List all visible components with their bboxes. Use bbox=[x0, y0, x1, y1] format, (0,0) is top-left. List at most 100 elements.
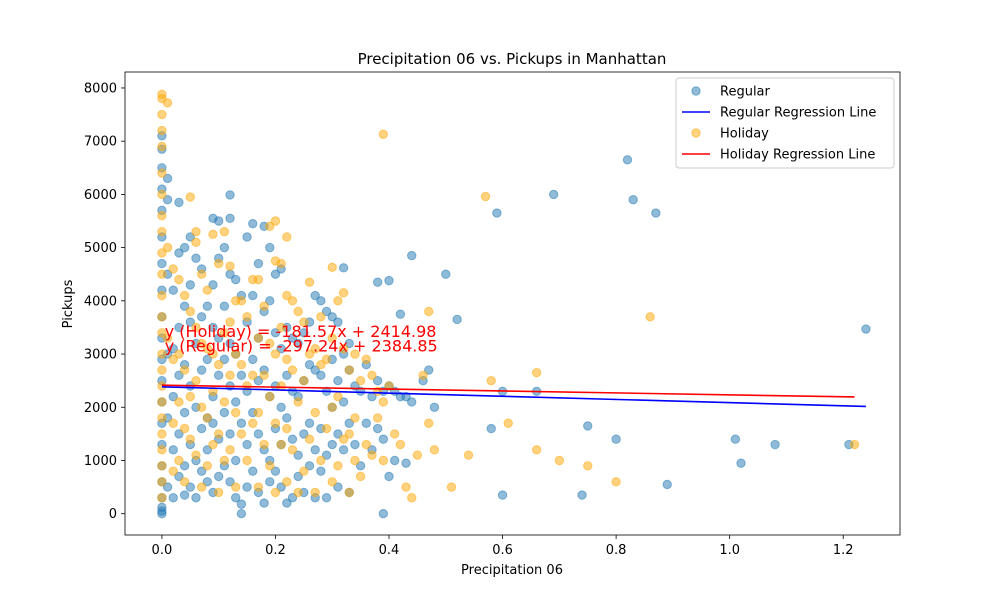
holiday-point-127 bbox=[316, 455, 326, 466]
regular-point-36 bbox=[174, 429, 184, 439]
holiday-point-46 bbox=[191, 375, 201, 386]
regular-point-203 bbox=[401, 391, 411, 402]
holiday-point-163 bbox=[418, 370, 428, 381]
regular-point-142 bbox=[293, 338, 303, 349]
regular-point-198 bbox=[384, 471, 394, 482]
regular-point-148 bbox=[299, 429, 309, 439]
x-tick-label: 1.0 bbox=[719, 543, 740, 558]
regular-point-22 bbox=[162, 195, 173, 205]
regular-point-226 bbox=[736, 458, 746, 468]
holiday-point-114 bbox=[293, 397, 303, 407]
y-axis: 0 1000 2000 3000 4000 5000 6000 7000 8000 bbox=[84, 81, 125, 522]
holiday-point-66 bbox=[219, 397, 230, 407]
holiday-point-140 bbox=[344, 365, 354, 375]
legend-marker-holiday bbox=[691, 128, 701, 138]
holiday-point-124 bbox=[310, 487, 320, 498]
regular-point-183 bbox=[350, 439, 360, 450]
regular-point-71 bbox=[213, 216, 224, 226]
holiday-point-45 bbox=[191, 322, 201, 333]
regular-point-92 bbox=[231, 455, 241, 466]
holiday-point-102 bbox=[276, 322, 286, 333]
holiday-point-143 bbox=[350, 349, 360, 359]
regular-point-191 bbox=[372, 375, 383, 386]
holiday-point-103 bbox=[276, 381, 286, 391]
holiday-point-145 bbox=[350, 455, 360, 466]
regular-point-206 bbox=[407, 397, 417, 407]
x-tick-label: 0.8 bbox=[606, 543, 627, 558]
holiday-point-9 bbox=[157, 248, 167, 258]
holiday-point-160 bbox=[401, 482, 411, 492]
holiday-point-177 bbox=[645, 312, 655, 322]
regular-point-178 bbox=[344, 338, 354, 349]
regular-point-89 bbox=[231, 274, 241, 285]
holiday-point-81 bbox=[242, 455, 252, 466]
regular-point-99 bbox=[242, 232, 252, 242]
holiday-point-5 bbox=[157, 168, 167, 178]
regular-point-104 bbox=[248, 218, 258, 229]
regular-point-105 bbox=[248, 290, 258, 301]
regular-point-161 bbox=[316, 466, 326, 476]
regular-point-218 bbox=[577, 490, 587, 500]
regular-point-31 bbox=[168, 493, 178, 503]
holiday-point-136 bbox=[333, 461, 343, 471]
regular-point-49 bbox=[185, 482, 195, 492]
holiday-point-91 bbox=[259, 439, 269, 450]
regular-point-29 bbox=[168, 391, 178, 402]
holiday-point-157 bbox=[384, 381, 394, 391]
regular-point-146 bbox=[299, 328, 309, 338]
regular-point-151 bbox=[304, 360, 315, 370]
holiday-point-148 bbox=[361, 354, 371, 365]
holiday-point-162 bbox=[412, 450, 423, 460]
regular-point-141 bbox=[287, 493, 298, 503]
regular-point-137 bbox=[282, 498, 292, 508]
regular-point-28 bbox=[168, 344, 178, 354]
holiday-point-117 bbox=[299, 375, 309, 386]
holiday-point-4 bbox=[157, 141, 167, 152]
holiday-point-18 bbox=[157, 413, 167, 423]
y-tick-label: 5000 bbox=[84, 241, 117, 256]
regular-point-32 bbox=[174, 197, 184, 208]
y-tick-label: 2000 bbox=[84, 401, 117, 416]
regular-point-227 bbox=[770, 439, 780, 450]
holiday-point-12 bbox=[157, 312, 167, 322]
regular-point-135 bbox=[282, 370, 292, 381]
holiday-point-37 bbox=[179, 423, 190, 434]
holiday-point-33 bbox=[174, 397, 184, 407]
holiday-point-23 bbox=[157, 493, 167, 503]
y-axis-label: Pickups bbox=[61, 279, 76, 328]
regular-point-187 bbox=[361, 418, 371, 428]
regular-point-169 bbox=[327, 439, 337, 450]
holiday-point-3 bbox=[157, 125, 167, 136]
holiday-point-164 bbox=[424, 306, 434, 317]
regular-point-54 bbox=[191, 493, 201, 503]
legend-label-regular-regression-line: Regular Regression Line bbox=[720, 106, 876, 121]
plot-frame bbox=[124, 71, 901, 536]
regular-point-91 bbox=[231, 397, 241, 407]
regular-point-83 bbox=[225, 190, 235, 200]
holiday-point-167 bbox=[446, 482, 457, 492]
regular-point-156 bbox=[310, 445, 320, 455]
holiday-point-150 bbox=[367, 370, 377, 381]
holiday-point-175 bbox=[583, 461, 593, 471]
regular-point-30 bbox=[168, 445, 178, 455]
holiday-point-48 bbox=[196, 269, 207, 279]
holiday-point-51 bbox=[196, 482, 207, 492]
regular-point-221 bbox=[622, 155, 633, 165]
holiday-point-123 bbox=[310, 407, 320, 418]
holiday-point-110 bbox=[287, 296, 298, 306]
holiday-point-14 bbox=[157, 349, 167, 359]
holiday-point-116 bbox=[299, 317, 309, 327]
holiday-point-87 bbox=[253, 407, 264, 418]
regular-point-58 bbox=[196, 423, 207, 434]
holiday-point-52 bbox=[202, 285, 213, 295]
holiday-point-165 bbox=[424, 418, 434, 428]
regular-point-35 bbox=[174, 370, 184, 381]
holiday-point-86 bbox=[253, 333, 264, 343]
regular-point-208 bbox=[424, 365, 434, 375]
regular-point-164 bbox=[321, 450, 332, 460]
regular-point-98 bbox=[236, 499, 247, 509]
regular-point-195 bbox=[378, 509, 389, 519]
holiday-point-149 bbox=[361, 439, 371, 450]
regular-point-112 bbox=[253, 429, 264, 439]
